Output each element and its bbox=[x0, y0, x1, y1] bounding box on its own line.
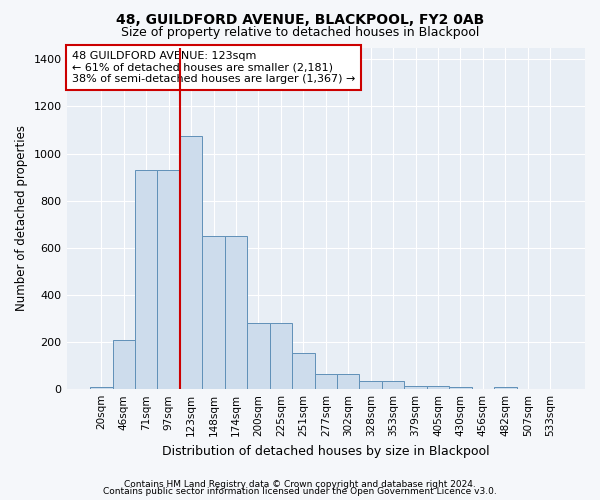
Text: Contains public sector information licensed under the Open Government Licence v3: Contains public sector information licen… bbox=[103, 487, 497, 496]
Bar bbox=[225, 236, 247, 389]
Bar bbox=[113, 340, 135, 389]
X-axis label: Distribution of detached houses by size in Blackpool: Distribution of detached houses by size … bbox=[162, 444, 490, 458]
Bar bbox=[494, 387, 517, 389]
Bar bbox=[180, 136, 202, 389]
Bar bbox=[449, 387, 472, 389]
Text: Contains HM Land Registry data © Crown copyright and database right 2024.: Contains HM Land Registry data © Crown c… bbox=[124, 480, 476, 489]
Text: 48 GUILDFORD AVENUE: 123sqm
← 61% of detached houses are smaller (2,181)
38% of : 48 GUILDFORD AVENUE: 123sqm ← 61% of det… bbox=[72, 51, 355, 84]
Bar bbox=[404, 386, 427, 389]
Bar bbox=[157, 170, 180, 389]
Y-axis label: Number of detached properties: Number of detached properties bbox=[15, 126, 28, 312]
Text: Size of property relative to detached houses in Blackpool: Size of property relative to detached ho… bbox=[121, 26, 479, 39]
Bar bbox=[292, 352, 314, 389]
Bar bbox=[314, 374, 337, 389]
Bar bbox=[90, 387, 113, 389]
Bar bbox=[135, 170, 157, 389]
Bar bbox=[202, 236, 225, 389]
Bar bbox=[337, 374, 359, 389]
Bar bbox=[247, 323, 269, 389]
Bar bbox=[427, 386, 449, 389]
Text: 48, GUILDFORD AVENUE, BLACKPOOL, FY2 0AB: 48, GUILDFORD AVENUE, BLACKPOOL, FY2 0AB bbox=[116, 12, 484, 26]
Bar bbox=[359, 381, 382, 389]
Bar bbox=[269, 323, 292, 389]
Bar bbox=[382, 381, 404, 389]
